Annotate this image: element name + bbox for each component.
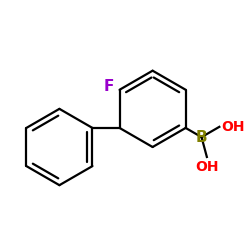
Text: OH: OH bbox=[195, 160, 218, 174]
Text: OH: OH bbox=[222, 120, 245, 134]
Text: F: F bbox=[104, 79, 115, 94]
Text: B: B bbox=[196, 130, 207, 144]
